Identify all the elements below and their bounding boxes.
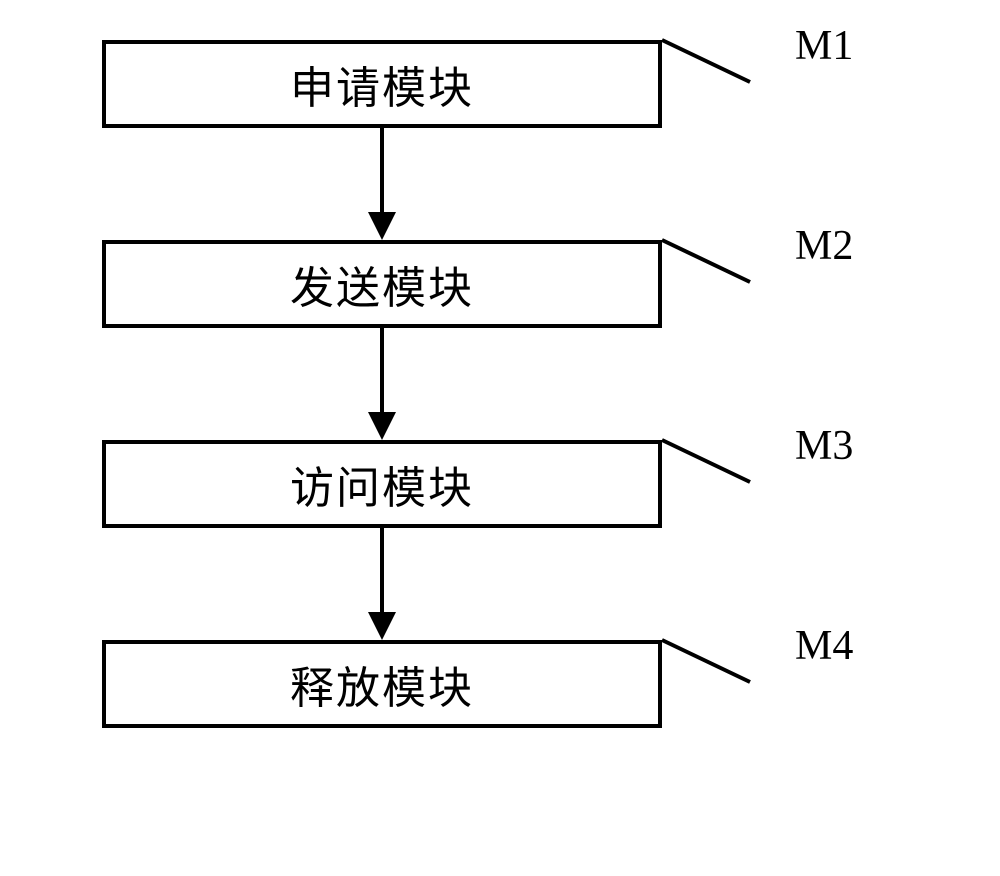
node-tag-m3: M3 <box>795 422 853 470</box>
node-label-m4: 释放模块 <box>290 652 474 716</box>
flowchart-node-m1: 申请模块 <box>102 40 662 128</box>
flowchart-node-m3: 访问模块 <box>102 440 662 528</box>
flowchart-node-m2: 发送模块 <box>102 240 662 328</box>
node-tag-m2: M2 <box>795 222 853 270</box>
node-tag-m4: M4 <box>795 622 853 670</box>
node-tag-m1: M1 <box>795 22 853 70</box>
connector-line-m2 <box>640 222 800 302</box>
connector-line-m4 <box>640 622 800 702</box>
flowchart-node-m4: 释放模块 <box>102 640 662 728</box>
node-label-m3: 访问模块 <box>290 452 474 516</box>
arrow-m1-m2 <box>360 128 404 240</box>
connector-line-m3 <box>640 422 800 502</box>
arrow-m3-m4 <box>360 528 404 640</box>
arrow-m2-m3 <box>360 328 404 440</box>
node-label-m1: 申请模块 <box>290 52 474 116</box>
node-label-m2: 发送模块 <box>290 252 474 316</box>
connector-line-m1 <box>640 22 800 102</box>
